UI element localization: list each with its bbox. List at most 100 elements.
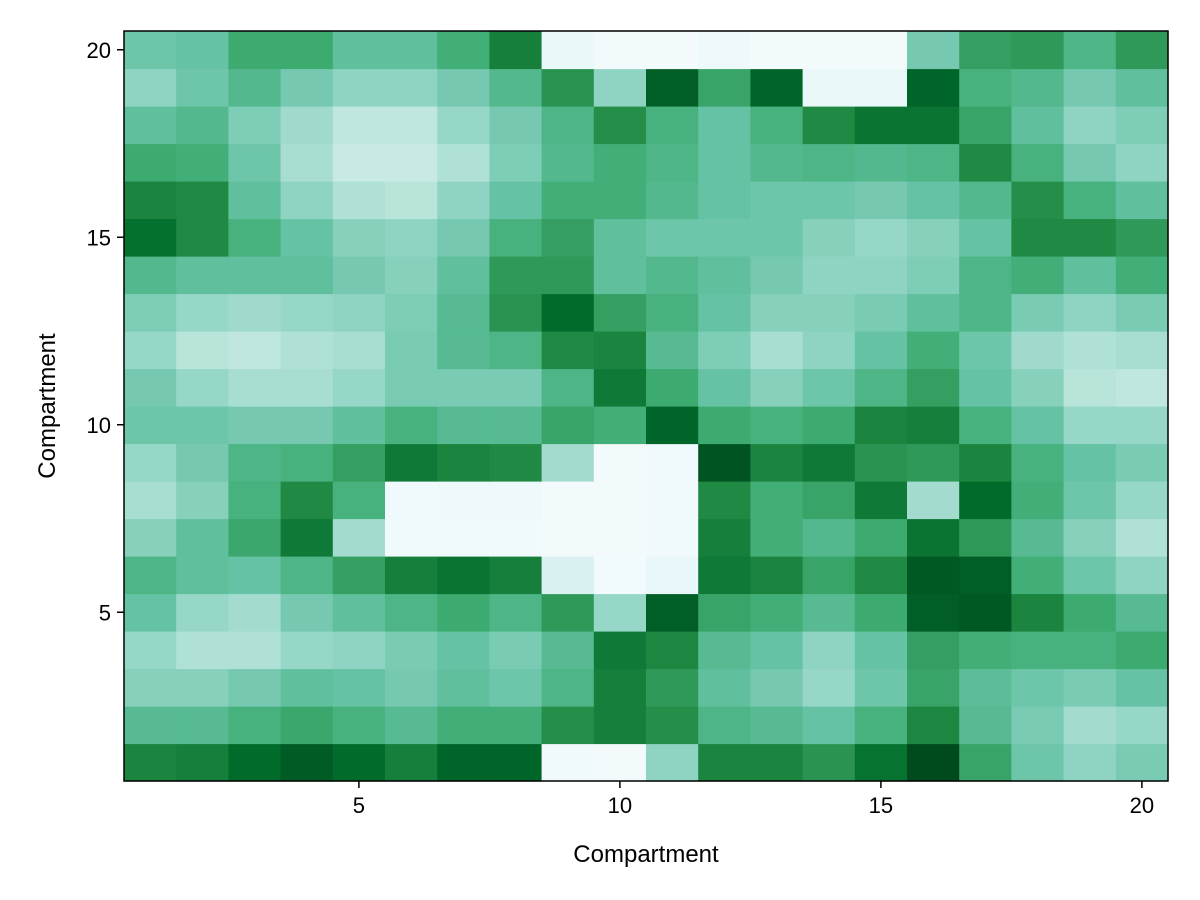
heatmap-cell-x8-y9 — [489, 443, 543, 482]
heatmap-cell-x15-y12 — [854, 331, 908, 370]
heatmap-cell-x6-y5 — [385, 593, 438, 632]
heatmap-cell-x7-y14 — [437, 256, 490, 295]
heatmap-cell-x9-y1 — [541, 743, 595, 782]
heatmap-cell-x5-y8 — [332, 481, 386, 520]
heatmap-cell-x14-y14 — [802, 256, 856, 295]
heatmap-cell-x4-y1 — [280, 743, 334, 782]
heatmap-cell-x8-y17 — [489, 143, 543, 182]
heatmap-cell-x17-y12 — [959, 331, 1012, 370]
heatmap-cell-x16-y2 — [907, 706, 960, 745]
heatmap-cell-x17-y10 — [959, 406, 1012, 445]
heatmap-cell-x4-y14 — [280, 256, 334, 295]
heatmap-cell-x8-y19 — [489, 68, 543, 107]
heatmap-cell-x13-y10 — [750, 406, 804, 445]
heatmap-cell-x20-y4 — [1115, 631, 1169, 670]
heatmap-cell-x6-y20 — [385, 31, 438, 70]
heatmap-cell-x11-y20 — [646, 31, 699, 70]
heatmap-cell-x2-y4 — [176, 631, 229, 670]
heatmap-cell-x7-y15 — [437, 218, 490, 257]
heatmap-cell-x3-y13 — [228, 293, 282, 332]
heatmap-cell-x2-y9 — [176, 443, 229, 482]
heatmap-cell-x2-y2 — [176, 706, 229, 745]
heatmap-cell-x12-y12 — [698, 331, 751, 370]
heatmap-cell-x18-y16 — [1011, 181, 1065, 220]
heatmap-cell-x4-y20 — [280, 31, 334, 70]
heatmap-cell-x13-y4 — [750, 631, 804, 670]
heatmap-cell-x6-y13 — [385, 293, 438, 332]
heatmap-cell-x1-y12 — [124, 331, 177, 370]
heatmap-cell-x14-y3 — [802, 668, 856, 707]
heatmap-cell-x16-y1 — [907, 743, 960, 782]
heatmap-cell-x13-y8 — [750, 481, 804, 520]
heatmap-cell-x8-y7 — [489, 518, 543, 557]
heatmap-cell-x4-y13 — [280, 293, 334, 332]
heatmap-cell-x14-y4 — [802, 631, 856, 670]
heatmap-cell-x5-y18 — [332, 106, 386, 145]
heatmap-cell-x2-y20 — [176, 31, 229, 70]
heatmap-cell-x17-y15 — [959, 218, 1012, 257]
heatmap-cell-x12-y18 — [698, 106, 751, 145]
heatmap-cell-x20-y3 — [1115, 668, 1169, 707]
heatmap-cell-x19-y7 — [1063, 518, 1117, 557]
heatmap-cell-x12-y17 — [698, 143, 751, 182]
heatmap-cell-x7-y20 — [437, 31, 490, 70]
heatmap-cell-x1-y7 — [124, 518, 177, 557]
heatmap-cell-x6-y18 — [385, 106, 438, 145]
heatmap-cell-x10-y1 — [593, 743, 647, 782]
heatmap-cell-x8-y4 — [489, 631, 543, 670]
heatmap-cell-x10-y15 — [593, 218, 647, 257]
heatmap-cell-x8-y3 — [489, 668, 543, 707]
heatmap-cell-x20-y19 — [1115, 68, 1169, 107]
heatmap-cell-x12-y13 — [698, 293, 751, 332]
heatmap-cell-x12-y8 — [698, 481, 751, 520]
heatmap-cell-x20-y2 — [1115, 706, 1169, 745]
heatmap-cell-x14-y11 — [802, 368, 856, 407]
heatmap-cell-x15-y5 — [854, 593, 908, 632]
heatmap-cell-x18-y6 — [1011, 556, 1065, 595]
heatmap-cell-x3-y7 — [228, 518, 282, 557]
heatmap-cell-x19-y12 — [1063, 331, 1117, 370]
heatmap-cell-x18-y15 — [1011, 218, 1065, 257]
heatmap-cell-x10-y9 — [593, 443, 647, 482]
heatmap-cell-x3-y2 — [228, 706, 282, 745]
heatmap-cell-x16-y18 — [907, 106, 960, 145]
heatmap-cell-x2-y10 — [176, 406, 229, 445]
heatmap-cell-x20-y5 — [1115, 593, 1169, 632]
heatmap-cell-x12-y5 — [698, 593, 751, 632]
heatmap-cell-x1-y19 — [124, 68, 177, 107]
heatmap-cell-x7-y9 — [437, 443, 490, 482]
heatmap-cell-x7-y6 — [437, 556, 490, 595]
x-tick-label: 5 — [353, 793, 365, 818]
heatmap-cell-x13-y16 — [750, 181, 804, 220]
heatmap-cell-x15-y4 — [854, 631, 908, 670]
heatmap-cell-x11-y13 — [646, 293, 699, 332]
heatmap-cell-x6-y17 — [385, 143, 438, 182]
heatmap-cell-x12-y6 — [698, 556, 751, 595]
heatmap-cell-x17-y6 — [959, 556, 1012, 595]
heatmap-cell-x5-y6 — [332, 556, 386, 595]
heatmap-cell-x15-y14 — [854, 256, 908, 295]
heatmap-cell-x20-y20 — [1115, 31, 1169, 70]
heatmap-cell-x17-y8 — [959, 481, 1012, 520]
heatmap-cell-x8-y10 — [489, 406, 543, 445]
y-tick-label: 5 — [99, 600, 111, 625]
heatmap-cell-x15-y1 — [854, 743, 908, 782]
heatmap-cell-x19-y11 — [1063, 368, 1117, 407]
heatmap-cell-x18-y11 — [1011, 368, 1065, 407]
x-axis-label: Compartment — [573, 841, 719, 868]
heatmap-cell-x5-y10 — [332, 406, 386, 445]
heatmap-cell-x7-y11 — [437, 368, 490, 407]
heatmap-cell-x7-y5 — [437, 593, 490, 632]
heatmap-cell-x7-y1 — [437, 743, 490, 782]
heatmap-cell-x3-y1 — [228, 743, 282, 782]
heatmap-cell-x5-y20 — [332, 31, 386, 70]
heatmap-cell-x9-y18 — [541, 106, 595, 145]
heatmap-cell-x11-y4 — [646, 631, 699, 670]
heatmap-cell-x17-y18 — [959, 106, 1012, 145]
heatmap-cell-x3-y12 — [228, 331, 282, 370]
heatmap-cell-x10-y8 — [593, 481, 647, 520]
heatmap-cell-x15-y20 — [854, 31, 908, 70]
heatmap-cell-x14-y20 — [802, 31, 856, 70]
heatmap-cell-x20-y9 — [1115, 443, 1169, 482]
heatmap-cell-x4-y10 — [280, 406, 334, 445]
